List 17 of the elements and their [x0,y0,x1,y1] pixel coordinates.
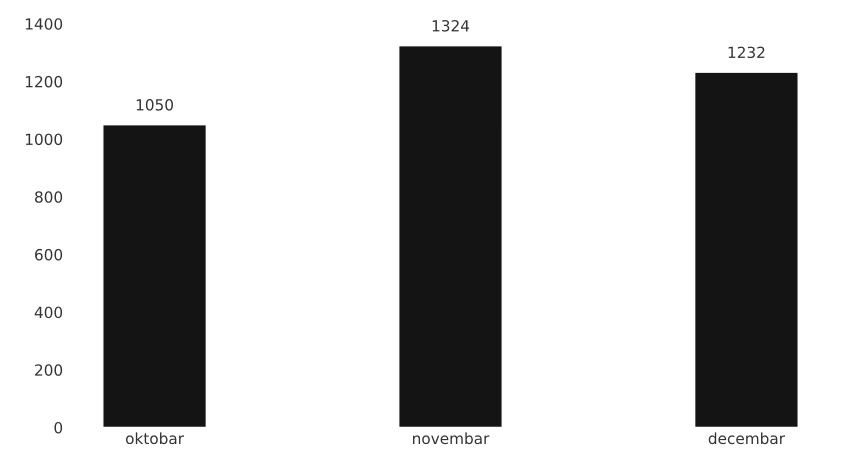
data-label: 1324 [432,20,470,32]
y-tick-label: 800 [35,191,62,203]
y-tick-label: 200 [35,364,62,376]
bar [102,124,208,428]
y-tick-label: 600 [35,248,62,260]
bar [398,44,503,428]
y-tick-label: 1000 [26,134,62,146]
y-tick-label: 0 [54,422,62,434]
y-tick-label: 400 [34,306,62,318]
bar [694,72,799,428]
data-label: 1232 [728,46,764,58]
y-tick-label: 1400 [26,18,62,30]
data-label: 1050 [136,99,173,111]
x-tick-label: decembar [708,432,785,444]
x-tick-label: oktobar [126,432,184,444]
y-tick-label: 1200 [26,76,62,88]
x-tick-label: novembar [413,432,490,444]
